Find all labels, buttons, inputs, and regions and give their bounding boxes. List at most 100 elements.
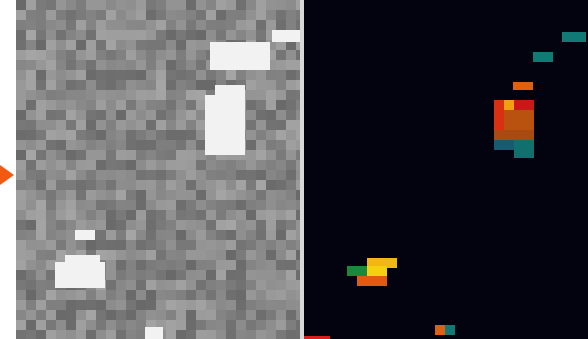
gray-cell bbox=[176, 20, 186, 30]
gray-cell bbox=[286, 40, 296, 50]
gray-cell bbox=[106, 160, 116, 170]
gray-cell bbox=[96, 140, 106, 150]
gray-cell bbox=[66, 200, 76, 210]
gray-cell bbox=[216, 0, 226, 10]
gray-cell bbox=[176, 200, 186, 210]
gray-cell bbox=[116, 180, 126, 190]
gray-cell bbox=[96, 110, 106, 120]
gray-cell bbox=[286, 200, 296, 210]
gray-cell bbox=[276, 140, 286, 150]
gray-cell bbox=[66, 230, 76, 240]
gray-cell bbox=[146, 70, 156, 80]
gray-cell bbox=[86, 290, 96, 300]
gray-cell bbox=[66, 160, 76, 170]
gray-cell bbox=[256, 110, 266, 120]
gray-cell bbox=[256, 320, 266, 330]
gray-cell bbox=[176, 320, 186, 330]
gray-cell bbox=[86, 70, 96, 80]
gray-cell bbox=[196, 320, 206, 330]
gray-cell bbox=[16, 40, 26, 50]
gray-cell bbox=[96, 300, 106, 310]
gray-cell bbox=[76, 10, 86, 20]
heat-cell bbox=[304, 336, 330, 339]
gray-cell bbox=[46, 330, 56, 339]
gray-cell bbox=[136, 100, 146, 110]
gray-cell bbox=[186, 190, 196, 200]
gray-cell bbox=[156, 320, 166, 330]
gray-cell bbox=[46, 90, 56, 100]
gray-cell bbox=[226, 20, 236, 30]
gray-cell bbox=[136, 290, 146, 300]
gray-cell bbox=[136, 0, 146, 10]
gray-cell bbox=[16, 20, 26, 30]
gray-cell bbox=[66, 120, 76, 130]
gray-cell bbox=[146, 20, 156, 30]
gray-cell bbox=[276, 0, 286, 10]
gray-cell bbox=[136, 270, 146, 280]
gray-cell bbox=[166, 330, 176, 339]
gray-cell bbox=[146, 180, 156, 190]
gray-cell bbox=[56, 240, 66, 250]
gray-cell bbox=[46, 300, 56, 310]
gray-cell bbox=[46, 110, 56, 120]
gray-cell bbox=[86, 200, 96, 210]
gray-cell bbox=[156, 260, 166, 270]
gray-cell bbox=[116, 200, 126, 210]
gray-cell bbox=[146, 240, 156, 250]
gray-cell bbox=[256, 120, 266, 130]
gray-cell bbox=[216, 10, 226, 20]
gray-cell bbox=[286, 300, 296, 310]
gray-cell bbox=[36, 220, 46, 230]
gray-cell bbox=[246, 300, 256, 310]
gray-cell bbox=[196, 30, 206, 40]
gray-cell bbox=[66, 40, 76, 50]
gray-cell bbox=[36, 20, 46, 30]
gray-cell bbox=[116, 80, 126, 90]
gray-cell bbox=[206, 30, 216, 40]
gray-cell bbox=[16, 190, 26, 200]
gray-cell bbox=[46, 280, 56, 290]
gray-cell bbox=[46, 10, 56, 20]
gray-cell bbox=[166, 130, 176, 140]
gray-cell bbox=[176, 50, 186, 60]
gray-cell bbox=[216, 250, 226, 260]
gray-cell bbox=[96, 170, 106, 180]
gray-cell bbox=[276, 230, 286, 240]
gray-cell bbox=[136, 150, 146, 160]
gray-cell bbox=[166, 280, 176, 290]
gray-cell bbox=[256, 260, 266, 270]
gray-cell bbox=[76, 210, 86, 220]
bright-patch bbox=[210, 42, 270, 70]
gray-cell bbox=[236, 220, 246, 230]
heatmap-panel bbox=[304, 0, 588, 339]
gray-cell bbox=[126, 330, 136, 339]
gray-cell bbox=[196, 190, 206, 200]
gray-cell bbox=[166, 170, 176, 180]
gray-cell bbox=[196, 170, 206, 180]
gray-cell bbox=[216, 330, 226, 339]
gray-cell bbox=[56, 290, 66, 300]
gray-cell bbox=[56, 130, 66, 140]
gray-cell bbox=[296, 270, 300, 280]
gray-cell bbox=[116, 280, 126, 290]
gray-cell bbox=[216, 280, 226, 290]
gray-cell bbox=[46, 290, 56, 300]
gray-cell bbox=[36, 330, 46, 339]
gray-cell bbox=[16, 150, 26, 160]
gray-cell bbox=[176, 130, 186, 140]
gray-cell bbox=[26, 250, 36, 260]
heat-cell bbox=[494, 140, 514, 150]
gray-cell bbox=[266, 60, 276, 70]
gray-cell bbox=[266, 20, 276, 30]
gray-cell bbox=[36, 40, 46, 50]
gray-cell bbox=[286, 180, 296, 190]
gray-cell bbox=[266, 210, 276, 220]
gray-cell bbox=[276, 310, 286, 320]
gray-cell bbox=[246, 120, 256, 130]
gray-cell bbox=[246, 90, 256, 100]
gray-cell bbox=[76, 190, 86, 200]
gray-cell bbox=[206, 220, 216, 230]
gray-cell bbox=[266, 170, 276, 180]
gray-cell bbox=[146, 270, 156, 280]
gray-cell bbox=[226, 180, 236, 190]
